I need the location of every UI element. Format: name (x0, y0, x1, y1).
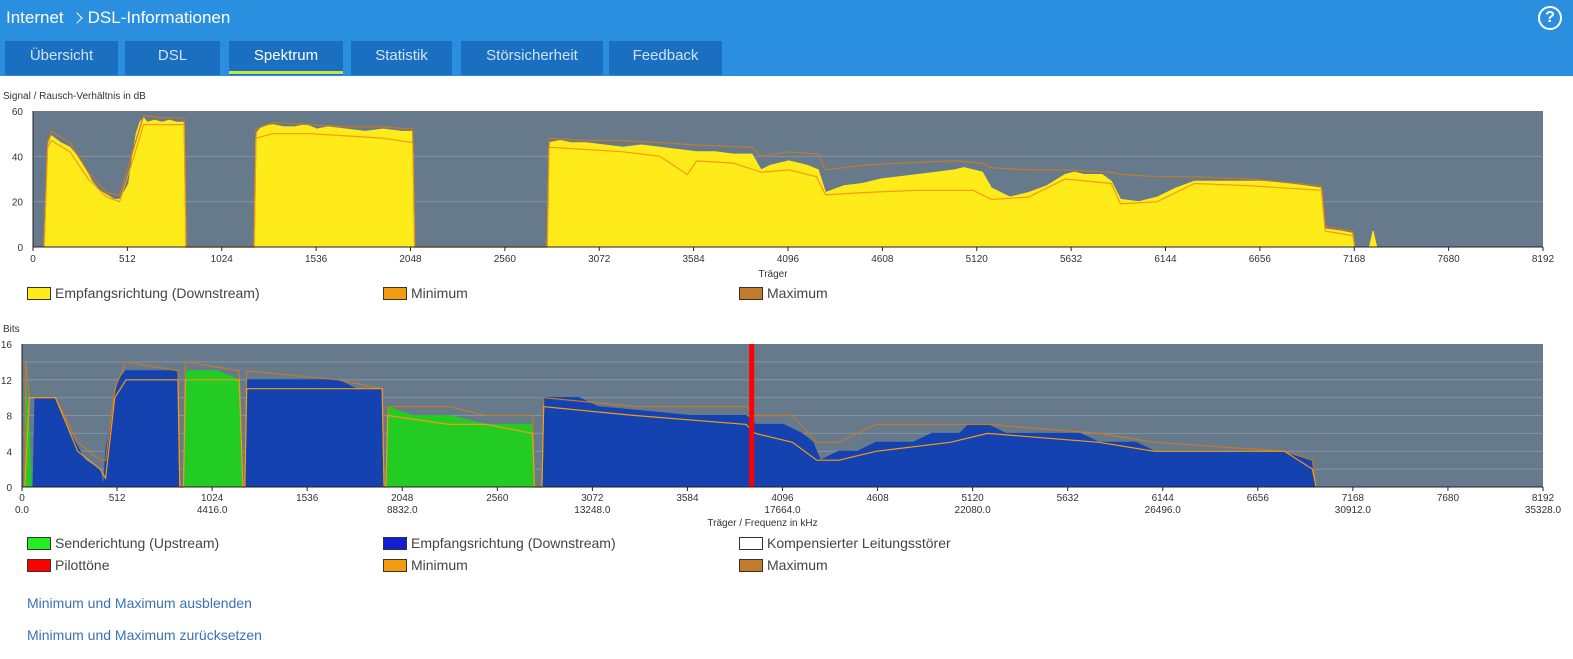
y-tick-label: 4 (6, 447, 12, 458)
legend-bits-maximum: Maximum (739, 557, 828, 573)
x-tick-label: 4608 (866, 493, 889, 504)
hide-min-max-link[interactable]: Minimum und Maximum ausblenden (27, 595, 252, 611)
freq-tick-label: 13248.0 (574, 505, 611, 516)
bits-chart: Bits 0 4 8 12 16 0 512 1024 1536 2048 2560 3072 3584 4… (1, 324, 1562, 529)
legend-swatch (27, 286, 51, 300)
y-tick-label: 0 (17, 243, 23, 254)
legend-swatch (27, 536, 51, 550)
y-tick-label: 8 (6, 412, 12, 423)
y-axis-label: Bits (3, 324, 20, 335)
x-tick-label: 0 (19, 493, 25, 504)
breadcrumb: Internet DSL-Informationen (6, 6, 230, 30)
bits-minimum-line (24, 379, 1317, 488)
x-tick-label: 8192 (1532, 254, 1555, 265)
legend-swatch (383, 286, 407, 300)
y-axis-label: Signal / Rausch-Verhältnis in dB (3, 91, 146, 102)
x-tick-label: 6144 (1154, 254, 1177, 265)
tab-uebersicht[interactable]: Übersicht (5, 41, 118, 75)
x-tick-label: 8192 (1532, 493, 1555, 504)
legend-snr-maximum: Maximum (739, 285, 828, 301)
x-axis-label: Träger / Frequenz in kHz (707, 518, 817, 529)
tab-statistik[interactable]: Statistik (351, 41, 452, 75)
x-tick-label: 3072 (588, 254, 611, 265)
legend-swatch (27, 558, 51, 572)
legend-swatch (739, 286, 763, 300)
legend-bits-pilot: Pilottöne (27, 557, 109, 573)
tab-feedback[interactable]: Feedback (609, 41, 722, 75)
y-tick-label: 12 (1, 376, 13, 387)
x-tick-label: 0 (30, 254, 36, 265)
x-tick-label: 2048 (391, 493, 414, 504)
freq-tick-label: 26496.0 (1145, 505, 1182, 516)
legend-snr-minimum: Minimum (383, 285, 468, 301)
bits-upstream-area (182, 370, 244, 488)
x-tick-label: 7680 (1438, 254, 1461, 265)
x-tick-label: 7168 (1342, 493, 1365, 504)
spectrum-charts: Signal / Rausch-Verhältnis in dB02040600… (1, 91, 1562, 529)
x-tick-label: 4096 (777, 254, 800, 265)
legend-swatch (383, 536, 407, 550)
legend-swatch (383, 558, 407, 572)
x-tick-label: 4096 (771, 493, 794, 504)
x-tick-label: 5632 (1060, 254, 1083, 265)
legend-bits-upstream: Senderichtung (Upstream) (27, 535, 219, 551)
x-tick-label: 6656 (1249, 254, 1272, 265)
tab-spektrum[interactable]: Spektrum (229, 41, 343, 75)
x-tick-label: 3072 (581, 493, 604, 504)
legend-snr-downstream: Empfangsrichtung (Downstream) (27, 285, 260, 301)
y-tick-label: 0 (6, 483, 12, 494)
x-axis-label: Träger (758, 269, 788, 280)
y-tick-label: 40 (12, 152, 24, 163)
x-tick-label: 1024 (211, 254, 234, 265)
x-tick-label: 2560 (486, 493, 509, 504)
legend-bits-minimum: Minimum (383, 557, 468, 573)
x-tick-label: 6144 (1152, 493, 1175, 504)
x-tick-label: 512 (109, 493, 126, 504)
tab-dsl[interactable]: DSL (125, 41, 220, 75)
freq-tick-label: 0.0 (15, 505, 29, 516)
bits-downstream-area (244, 379, 385, 488)
legend-bits-compensated: Kompensierter Leitungsstörer (739, 535, 951, 551)
x-tick-label: 5120 (966, 254, 989, 265)
y-tick-label: 20 (12, 198, 24, 209)
freq-tick-label: 30912.0 (1335, 505, 1372, 516)
x-tick-label: 6656 (1247, 493, 1270, 504)
freq-tick-label: 35328.0 (1525, 505, 1562, 516)
x-tick-label: 512 (119, 254, 136, 265)
freq-tick-label: 4416.0 (197, 505, 228, 516)
freq-tick-label: 17664.0 (764, 505, 801, 516)
x-tick-label: 1024 (201, 493, 224, 504)
header-bar: Internet DSL-Informationen ? Übersicht D… (0, 0, 1573, 76)
x-tick-label: 2560 (494, 254, 517, 265)
x-tick-label: 1536 (296, 493, 319, 504)
legend-swatch (739, 536, 763, 550)
breadcrumb-current: DSL-Informationen (87, 8, 231, 27)
x-tick-label: 7168 (1343, 254, 1366, 265)
legend-bits-downstream: Empfangsrichtung (Downstream) (383, 535, 616, 551)
breadcrumb-chevron-icon (70, 12, 83, 24)
breadcrumb-parent[interactable]: Internet (6, 8, 64, 27)
x-tick-label: 3584 (683, 254, 706, 265)
legend-swatch (739, 558, 763, 572)
snr-minimum-line (43, 124, 1356, 248)
x-tick-label: 5120 (962, 493, 985, 504)
x-tick-label: 5632 (1057, 493, 1080, 504)
x-tick-label: 3584 (676, 493, 699, 504)
freq-tick-label: 8832.0 (387, 505, 418, 516)
x-tick-label: 7680 (1437, 493, 1460, 504)
pilot-tone-marker (749, 344, 755, 487)
y-tick-label: 60 (12, 107, 24, 118)
snr-chart: Signal / Rausch-Verhältnis in dB 0 20 40 60 0… (3, 91, 1555, 280)
snr-maximum-line (43, 114, 1356, 248)
reset-min-max-link[interactable]: Minimum und Maximum zurücksetzen (27, 627, 262, 643)
x-tick-label: 2048 (399, 254, 422, 265)
x-tick-label: 1536 (305, 254, 328, 265)
bits-downstream-area (541, 397, 1317, 488)
x-tick-label: 4608 (871, 254, 894, 265)
tab-stoersicherheit[interactable]: Störsicherheit (461, 41, 603, 75)
help-icon[interactable]: ? (1538, 6, 1562, 30)
y-tick-label: 16 (1, 340, 13, 351)
freq-tick-label: 22080.0 (955, 505, 992, 516)
